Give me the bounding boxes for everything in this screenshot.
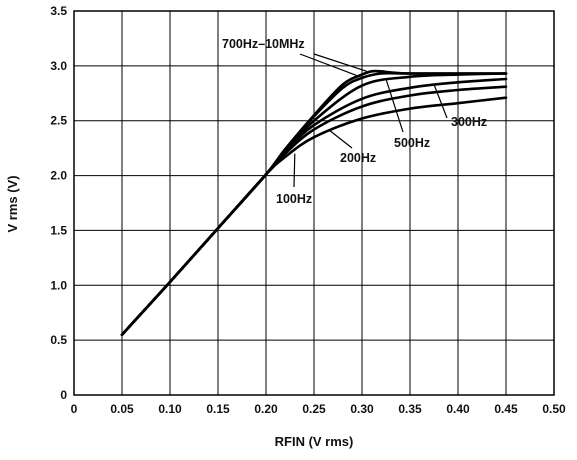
grid	[73, 10, 555, 396]
y-tick-label: 0	[60, 388, 67, 402]
annotation-200hz: 200Hz	[340, 151, 376, 165]
series-layer	[120, 69, 508, 336]
annotation-100hz: 100Hz	[276, 192, 312, 206]
annotation-pointer	[328, 129, 353, 149]
plot-frame	[73, 10, 555, 396]
y-tick-label: 0.5	[50, 333, 67, 347]
y-tick-label: 1.0	[50, 278, 67, 292]
x-tick-label: 0.10	[158, 402, 182, 416]
annotation-pointer	[385, 78, 404, 133]
y-tick-label: 2.5	[50, 114, 67, 128]
x-axis-title: RFIN (V rms)	[275, 434, 354, 449]
annotation-pointer	[313, 53, 367, 72]
x-tick-label: 0	[71, 402, 78, 416]
annotation-pointer	[299, 53, 358, 77]
y-axis-title: V rms (V)	[5, 175, 20, 232]
x-tick-label: 0.25	[302, 402, 326, 416]
y-tick-label: 3.5	[50, 4, 67, 18]
x-tick-label: 0.40	[446, 402, 470, 416]
annotation-700hz-10mhz: 700Hz–10MHz	[222, 37, 305, 51]
x-tick-label: 0.50	[542, 402, 566, 416]
y-tick-label: 1.5	[50, 223, 67, 237]
x-tick-label: 0.15	[206, 402, 230, 416]
x-tick-label: 0.30	[350, 402, 374, 416]
annotation-300hz: 300Hz	[451, 115, 487, 129]
x-tick-label: 0.35	[398, 402, 422, 416]
series-line-6	[120, 71, 508, 336]
annotation-pointers	[293, 53, 448, 188]
x-tick-label: 0.45	[494, 402, 518, 416]
x-tick-label: 0.20	[254, 402, 278, 416]
annotation-500hz: 500Hz	[394, 136, 430, 150]
annotation-pointer	[293, 153, 296, 188]
y-tick-label: 3.0	[50, 59, 67, 73]
annotation-pointer	[433, 84, 448, 119]
x-tick-label: 0.05	[110, 402, 134, 416]
y-tick-label: 2.0	[50, 169, 67, 183]
tick-labels: 0 0.05 0.10 0.15 0.20 0.25 0.30 0.35 0.40 0.45 0.5…	[50, 4, 566, 416]
